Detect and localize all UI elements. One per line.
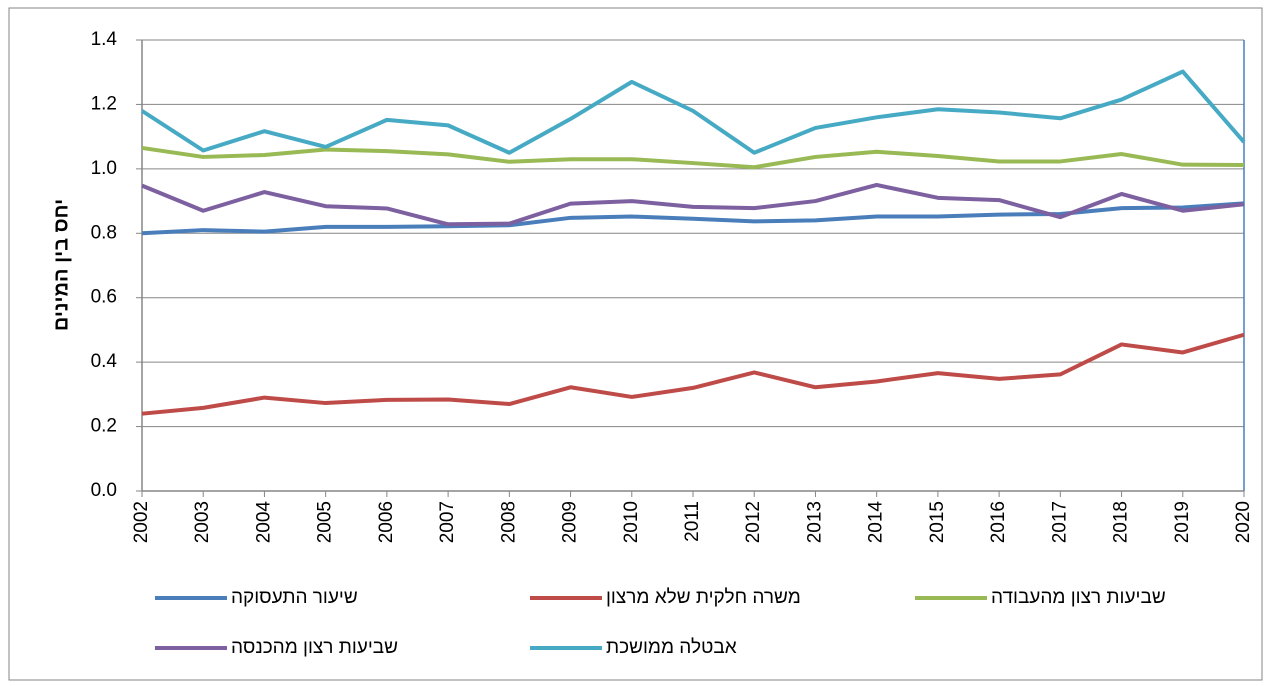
series-line xyxy=(141,182,1245,227)
y-tick-label: 1.4 xyxy=(91,29,118,50)
x-tick-label: 2012 xyxy=(743,501,764,543)
x-tick-label: 2003 xyxy=(192,501,213,543)
y-tick-label: 0.4 xyxy=(91,351,118,372)
y-axis-label: יחס בין המינים xyxy=(50,199,72,331)
x-tick-label: 2016 xyxy=(988,501,1009,543)
legend-label: שיעור התעסוקה xyxy=(231,587,358,608)
x-tick-label: 2017 xyxy=(1049,501,1070,543)
x-tick-label: 2020 xyxy=(1233,501,1254,543)
legend-label: שביעות רצון מהעבודה xyxy=(991,587,1166,608)
x-tick-label: 2009 xyxy=(560,501,581,543)
legend-label: שביעות רצון מהכנסה xyxy=(231,637,398,658)
series-line xyxy=(141,201,1245,236)
series-line xyxy=(141,145,1245,170)
legend-label: משרה חלקית שלא מרצון xyxy=(606,587,801,608)
x-tick-label: 2006 xyxy=(376,501,397,543)
y-tick-label: 0.0 xyxy=(91,480,117,501)
x-tick-label: 2011 xyxy=(682,501,703,542)
x-tick-label: 2005 xyxy=(315,501,336,543)
x-tick-label: 2015 xyxy=(927,501,948,543)
x-tick-label: 2002 xyxy=(131,501,152,543)
y-tick-label: 0.6 xyxy=(91,287,117,308)
y-tick-label: 1.2 xyxy=(91,93,117,114)
x-tick-label: 2010 xyxy=(621,501,642,543)
x-tick-label: 2007 xyxy=(437,501,458,543)
legend-label: אבטלה ממושכת xyxy=(606,637,737,658)
x-tick-label: 2019 xyxy=(1172,501,1193,543)
x-tick-label: 2018 xyxy=(1111,501,1132,543)
y-tick-label: 0.8 xyxy=(91,222,117,243)
series-line xyxy=(141,332,1245,416)
x-tick-label: 2008 xyxy=(498,501,519,543)
y-tick-label: 1.0 xyxy=(91,158,117,179)
x-tick-label: 2013 xyxy=(804,501,825,543)
chart-frame xyxy=(8,7,1263,681)
series-line xyxy=(140,69,1246,155)
x-tick-label: 2004 xyxy=(253,501,274,544)
x-tick-label: 2014 xyxy=(866,501,887,544)
y-tick-label: 0.2 xyxy=(91,416,117,437)
